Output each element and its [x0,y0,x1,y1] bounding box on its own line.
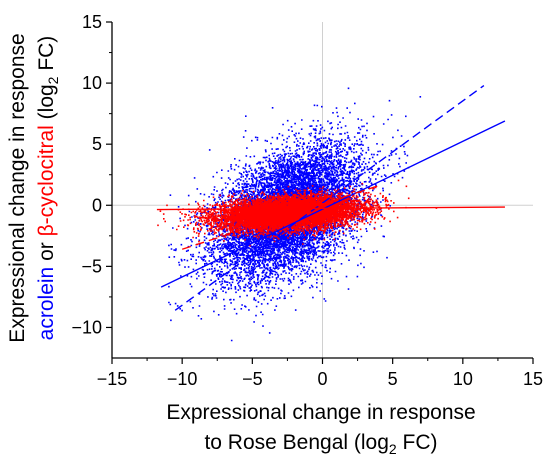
y-tick-label: 10 [82,73,102,93]
tick-marks: −15 −10 −5 0 5 10 15 −10 −5 0 5 10 15 [71,12,543,389]
x-tick-label: −15 [97,369,128,389]
x-axis-title-line2: to Rose Bengal (log2 FC) [204,431,437,457]
y-tick-label: 5 [92,134,102,154]
y-axis-title-line1: Expressional change in response [6,33,29,342]
series-1-point-cloud [157,179,438,247]
series-1-points [157,179,438,247]
y-tick-label: 0 [92,195,102,215]
series-0-fit-line-solid [160,120,506,288]
series-1-fit-line-solid [156,206,505,211]
y-tick-label: −10 [71,317,102,337]
fit-lines [156,84,506,311]
x-tick-label: −5 [242,369,263,389]
y-tick-label: 15 [82,12,102,32]
zero-gridlines [112,22,533,358]
x-tick-label: 0 [317,369,327,389]
x-tick-label: −10 [167,369,198,389]
data-points [157,87,438,342]
series-0-fit-line-dashed [174,84,485,311]
x-axis-title-line1: Expressional change in response [166,401,475,424]
y-tick-label: −5 [81,256,102,276]
x-tick-label: 15 [523,369,543,389]
y-axis-title-line2: acrolein or β-cyclocitral (log2 FC) [35,36,61,341]
x-tick-label: 10 [453,369,473,389]
x-tick-label: 5 [388,369,398,389]
series-1-fit-line-dashed [181,185,379,250]
